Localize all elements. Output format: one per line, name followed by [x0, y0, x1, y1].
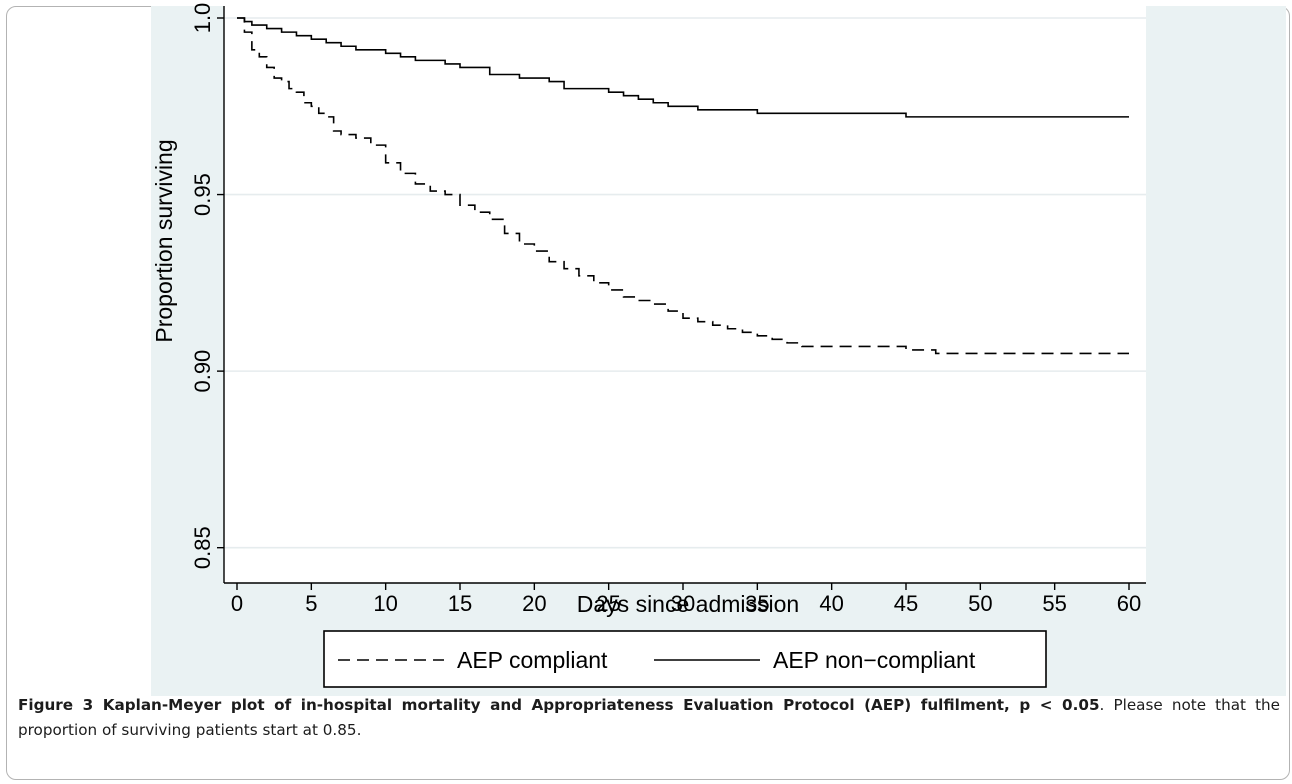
axes: 0.85 0.90 0.95 1.0 0 5 10 15 20 25 30 35 40 45 50 55 60 — [190, 3, 1146, 616]
x-tick-label-20: 20 — [522, 591, 546, 616]
y-tick-label-1.0: 1.0 — [190, 3, 215, 34]
x-tick-label-50: 50 — [968, 591, 992, 616]
figure-caption: Figure 3 Kaplan-Meyer plot of in-hospita… — [18, 693, 1280, 743]
x-tick-label-45: 45 — [894, 591, 918, 616]
x-axis-label: Days since admission — [577, 591, 799, 617]
x-tick-label-60: 60 — [1117, 591, 1141, 616]
x-tick-label-10: 10 — [373, 591, 397, 616]
y-tick-label-0.90: 0.90 — [190, 350, 215, 393]
grid-lines — [224, 6, 1146, 583]
x-tick-label-0: 0 — [231, 591, 243, 616]
survival-chart: 0.850.900.951.00 5 10 15 20 25 30 35 40 45 50 55 60 … — [151, 3, 1146, 688]
x-tick-label-25: 25 — [596, 591, 620, 616]
x-tick-label-5: 5 — [305, 591, 317, 616]
caption-text: . Please note that the proportion of sur… — [18, 696, 1280, 739]
caption-label: Figure 3 Kaplan-Meyer plot of in-hospita… — [18, 696, 1100, 714]
legend-label-aep-compliant: AEP compliant — [457, 647, 608, 673]
y-axis-label: Proportion surviving — [151, 139, 177, 342]
series-lines — [237, 17, 1129, 355]
y-tick-label-0.95: 0.95 — [190, 173, 215, 216]
series-line-aep-compliant — [237, 17, 1129, 355]
legend-label-aep-non-compliant: AEP non−compliant — [773, 647, 976, 673]
x-tick-label-55: 55 — [1042, 591, 1066, 616]
plot-area — [224, 6, 1146, 583]
x-tick-label-35: 35 — [745, 591, 769, 616]
x-tick-label-30: 30 — [671, 591, 695, 616]
y-tick-label-0.85: 0.85 — [190, 526, 215, 569]
legend: AEP compliant AEP non−compliant — [323, 630, 1047, 688]
x-tick-label-40: 40 — [819, 591, 843, 616]
series-line-aep-non-compliant — [237, 17, 1129, 118]
x-tick-label-15: 15 — [448, 591, 472, 616]
legend-box — [323, 630, 1047, 688]
